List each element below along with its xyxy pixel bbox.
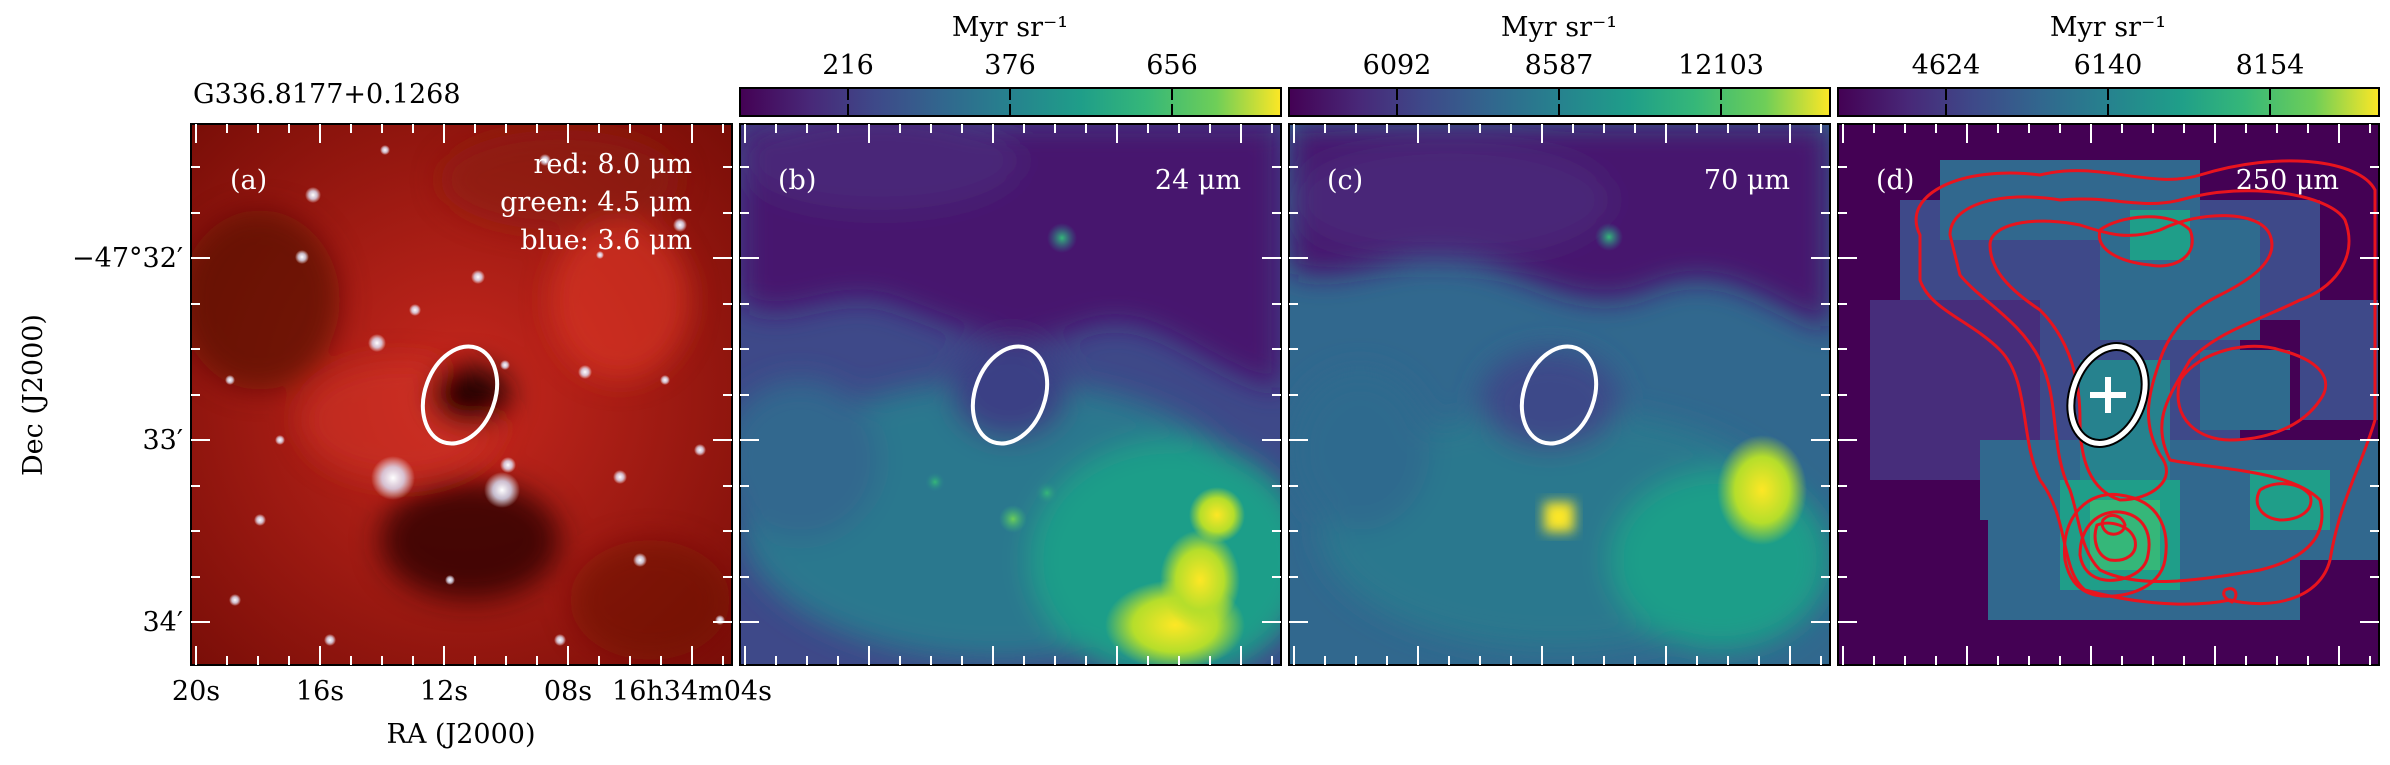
panel-c-label: (c) xyxy=(1327,165,1363,196)
legend-red: red: 8.0 μm xyxy=(533,149,692,180)
panel-a-image xyxy=(191,124,732,665)
colorbar-d-unit: Myr sr⁻¹ xyxy=(2050,12,2166,43)
colorbar-c-tick-1: 6092 xyxy=(1363,50,1432,81)
panel-d-label: (d) xyxy=(1876,165,1914,196)
panel-d-contours xyxy=(1914,159,2377,606)
colorbar-c-unit: Myr sr⁻¹ xyxy=(1501,12,1617,43)
colorbar-b-tick-3: 656 xyxy=(1146,50,1198,81)
colorbar-d-tick-2: 6140 xyxy=(2074,50,2143,81)
colorbar-b-tick-1: 216 xyxy=(822,50,874,81)
x-axis-label: RA (J2000) xyxy=(386,719,535,750)
panel-d-ticks xyxy=(1838,124,2379,665)
y-axis-label: Dec (J2000) xyxy=(18,314,49,476)
colorbar-b-tick-2: 376 xyxy=(984,50,1036,81)
colorbar-d-tick-3: 8154 xyxy=(2236,50,2305,81)
panel-b: (b) 24 μm xyxy=(739,123,1282,666)
panel-d-ellipse xyxy=(2068,344,2148,446)
colorbar-d: Myr sr⁻¹ 4624 6140 8154 xyxy=(1837,12,2380,117)
x-tick-label-2: 16s xyxy=(296,676,344,707)
colorbar-c-tick-3: 12103 xyxy=(1678,50,1764,81)
source-cross-marker xyxy=(2090,377,2126,413)
colorbar-c-tick-2: 8587 xyxy=(1525,50,1594,81)
x-tick-label-3: 12s xyxy=(420,676,468,707)
panel-a-ticks xyxy=(191,124,732,665)
panel-b-ticks xyxy=(740,124,1281,665)
source-name: G336.8177+0.1268 xyxy=(193,79,461,110)
colorbar-b: Myr sr⁻¹ 216 376 656 xyxy=(739,12,1282,117)
x-tick-label-1: 20s xyxy=(172,676,220,707)
panel-a-ellipse xyxy=(420,344,500,446)
panel-a-label: (a) xyxy=(230,165,267,196)
panel-d-band: 250 μm xyxy=(2236,165,2339,196)
panel-c-ellipse xyxy=(1519,344,1599,446)
panel-c: (c) 70 μm xyxy=(1288,123,1831,666)
x-tick-label-4: 08s xyxy=(544,676,592,707)
panel-b-image xyxy=(740,124,1281,665)
y-tick-label-3: 34′ xyxy=(143,607,184,638)
panel-c-band: 70 μm xyxy=(1704,165,1790,196)
colorbar-b-unit: Myr sr⁻¹ xyxy=(952,12,1068,43)
colorbar-d-tick-1: 4624 xyxy=(1912,50,1981,81)
colorbar-c: Myr sr⁻¹ 6092 8587 12103 xyxy=(1288,12,1831,117)
panel-c-image xyxy=(1289,124,1830,665)
legend-green: green: 4.5 μm xyxy=(500,187,692,218)
legend-blue: blue: 3.6 μm xyxy=(520,225,692,256)
panel-d: (d) 250 μm xyxy=(1837,123,2380,666)
panel-b-ellipse xyxy=(970,344,1050,446)
panel-a: (a) red: 8.0 μm green: 4.5 μm blue: 3.6 … xyxy=(190,123,733,666)
y-tick-label-1: −47°32′ xyxy=(72,243,183,274)
panel-b-label: (b) xyxy=(778,165,816,196)
panel-c-ticks xyxy=(1289,124,1830,665)
panel-b-band: 24 μm xyxy=(1155,165,1241,196)
x-tick-label-5: 16h34m04s xyxy=(612,676,772,707)
y-tick-label-2: 33′ xyxy=(143,425,184,456)
